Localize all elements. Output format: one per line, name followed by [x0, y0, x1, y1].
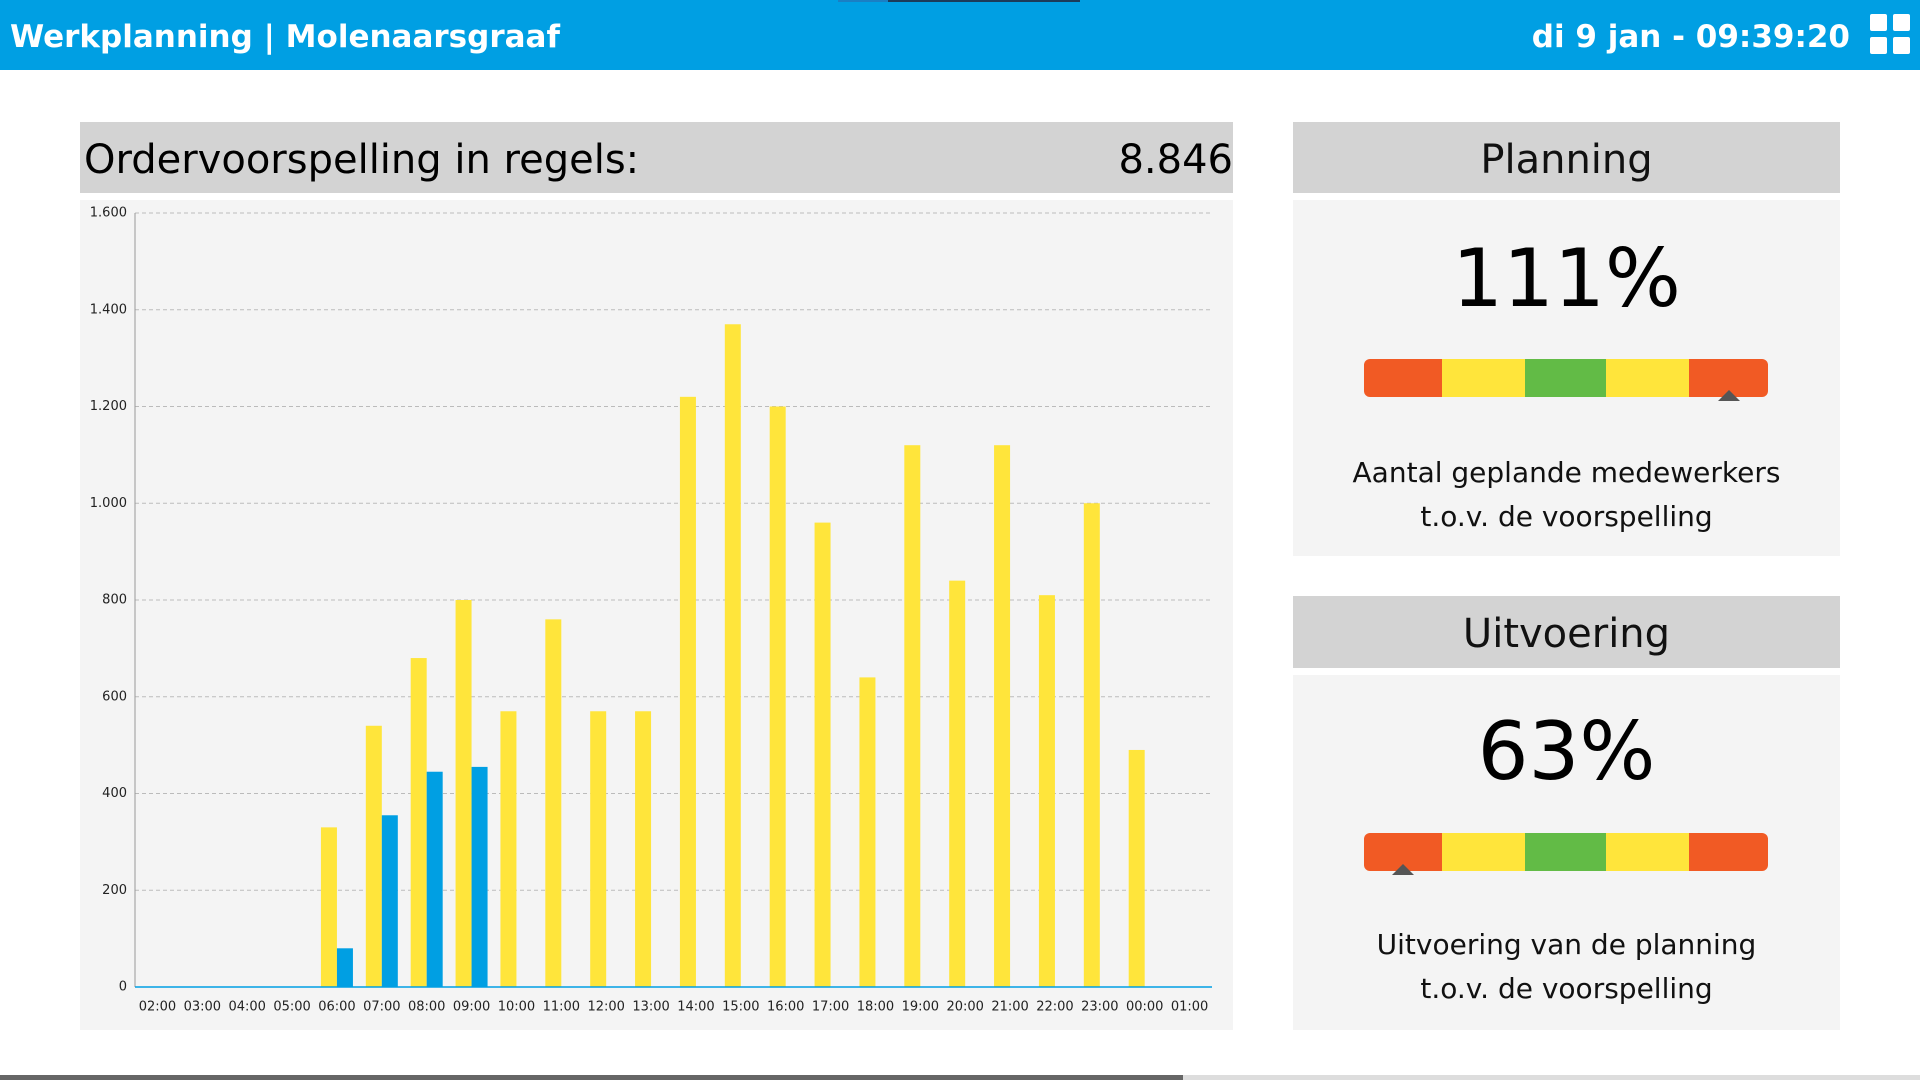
- tab-indicator: [838, 0, 888, 2]
- bar: [635, 711, 652, 987]
- top-bar: [0, 0, 1920, 70]
- bar: [814, 522, 831, 987]
- bar: [679, 396, 696, 987]
- y-tick-label: 400: [102, 786, 127, 801]
- gauge: [1364, 833, 1768, 871]
- bar: [336, 948, 353, 987]
- x-tick-label: 21:00: [991, 1000, 1028, 1015]
- bar: [949, 580, 966, 987]
- x-tick-label: 11:00: [543, 1000, 580, 1015]
- x-tick-label: 03:00: [184, 1000, 221, 1015]
- bar: [859, 677, 876, 987]
- kpi-value: 111%: [1452, 232, 1681, 325]
- bar: [381, 815, 398, 987]
- x-tick-label: 06:00: [318, 1000, 355, 1015]
- bar: [426, 771, 443, 987]
- kpi-description: Aantal geplande medewerkers t.o.v. de vo…: [1293, 451, 1840, 539]
- x-tick-label: 18:00: [857, 1000, 894, 1015]
- bar: [994, 445, 1011, 987]
- bar: [904, 445, 921, 987]
- app-title: Werkplanning | Molenaarsgraaf: [10, 19, 560, 55]
- kpi-value: 63%: [1477, 705, 1656, 798]
- chart-total: 8.846: [1118, 137, 1233, 183]
- text-line: Aantal geplande medewerkers: [1352, 456, 1781, 489]
- x-tick-label: 05:00: [273, 1000, 310, 1015]
- y-tick-label: 1.400: [90, 302, 127, 317]
- x-tick-label: 04:00: [228, 1000, 265, 1015]
- y-tick-label: 1.000: [90, 496, 127, 511]
- chart: 0 200 400 600 800 1.000 1.200 1.400 1.600 02:00 03…: [90, 206, 1212, 1015]
- x-tick-label: 10:00: [498, 1000, 535, 1015]
- x-tick-label: 12:00: [587, 1000, 624, 1015]
- text-line: t.o.v. de voorspelling: [1420, 972, 1713, 1005]
- x-tick-label: 13:00: [632, 1000, 669, 1015]
- x-tick-label: 02:00: [139, 1000, 176, 1015]
- y-tick-label: 200: [102, 883, 127, 898]
- y-tick-label: 600: [102, 689, 127, 704]
- gauge-marker: [1718, 390, 1740, 401]
- chart-header: [80, 122, 1233, 193]
- kpi-description: Uitvoering van de planning t.o.v. de voo…: [1293, 923, 1840, 1011]
- bar: [1038, 595, 1055, 987]
- menu-button[interactable]: [1870, 14, 1912, 56]
- x-tick-label: 01:00: [1171, 1000, 1208, 1015]
- progress-track: [1183, 1075, 1920, 1080]
- bar: [500, 711, 517, 987]
- y-tick-label: 800: [102, 593, 127, 608]
- kpi-title: Uitvoering: [1293, 596, 1840, 668]
- kpi-title: Planning: [1293, 122, 1840, 193]
- bar: [455, 600, 472, 987]
- x-tick-label: 16:00: [767, 1000, 804, 1015]
- x-tick-label: 08:00: [408, 1000, 445, 1015]
- x-tick-label: 14:00: [677, 1000, 714, 1015]
- y-tick-label: 1.200: [90, 399, 127, 414]
- text-line: t.o.v. de voorspelling: [1420, 500, 1713, 533]
- chart-title: Ordervoorspelling in regels:: [84, 137, 640, 183]
- x-tick-label: 23:00: [1081, 1000, 1118, 1015]
- x-tick-label: 09:00: [453, 1000, 490, 1015]
- bar: [590, 711, 607, 987]
- bar: [724, 324, 741, 987]
- bar: [545, 619, 562, 987]
- y-tick-label: 0: [119, 980, 127, 995]
- bar: [769, 406, 786, 987]
- bar: [365, 725, 382, 987]
- bar: [471, 766, 488, 987]
- progress-bar: [0, 1075, 1183, 1080]
- gauge: [1364, 359, 1768, 397]
- x-tick-label: 20:00: [946, 1000, 983, 1015]
- x-tick-label: 17:00: [812, 1000, 849, 1015]
- x-tick-label: 00:00: [1126, 1000, 1163, 1015]
- clock: di 9 jan - 09:39:20: [1531, 19, 1850, 55]
- bar: [1083, 503, 1100, 987]
- x-tick-label: 19:00: [902, 1000, 939, 1015]
- x-tick-label: 07:00: [363, 1000, 400, 1015]
- y-tick-label: 1.600: [90, 206, 127, 221]
- tab-indicator: [888, 0, 1080, 2]
- bar: [1128, 749, 1145, 987]
- x-tick-label: 22:00: [1036, 1000, 1073, 1015]
- bar: [410, 658, 427, 987]
- bar: [320, 827, 337, 987]
- x-tick-label: 15:00: [722, 1000, 759, 1015]
- text-line: Uitvoering van de planning: [1376, 928, 1757, 961]
- gauge-marker: [1392, 864, 1414, 875]
